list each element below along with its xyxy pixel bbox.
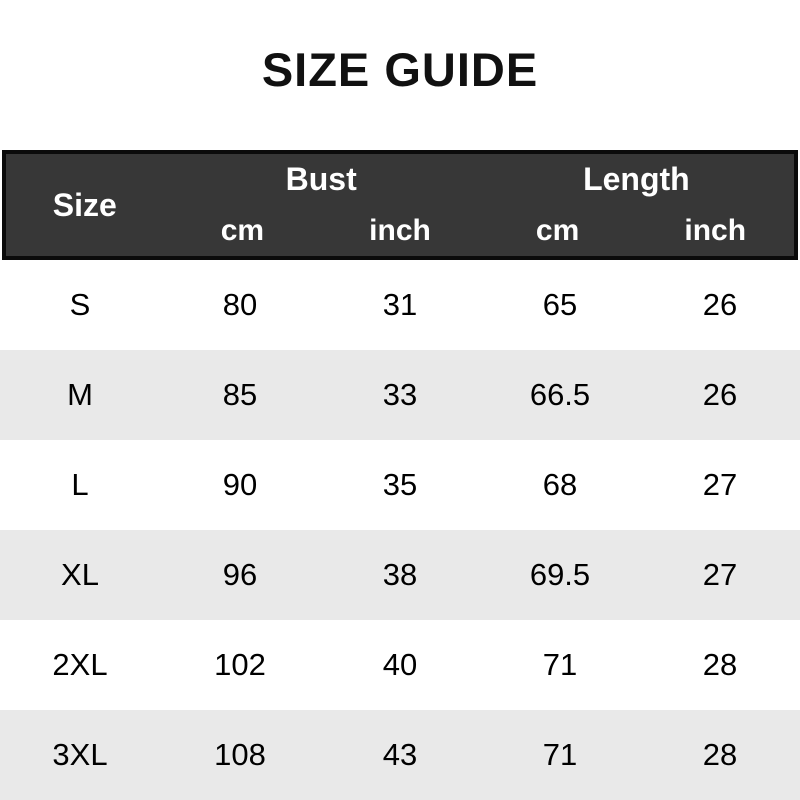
table-row-xl: XL 96 38 69.5 27 (0, 530, 800, 620)
header-bust-inch: inch (369, 213, 431, 247)
cell-bust-inch: 33 (382, 377, 418, 412)
cell-size: S (69, 287, 91, 322)
cell-size: 3XL (52, 737, 108, 772)
table-header: Size Bust Length cm inch cm inch (2, 150, 798, 260)
cell-bust-inch: 43 (382, 737, 418, 772)
cell-length-cm: 66.5 (529, 377, 591, 412)
table-row-s: S 80 31 65 26 (0, 260, 800, 350)
cell-bust-inch: 31 (382, 287, 418, 322)
cell-size: 2XL (52, 647, 108, 682)
header-group-bust: Bust (285, 161, 357, 197)
cell-size: XL (61, 557, 99, 592)
cell-bust-inch: 38 (382, 557, 418, 592)
cell-bust-inch: 35 (382, 467, 418, 502)
cell-length-inch: 26 (702, 287, 738, 322)
cell-length-cm: 68 (542, 467, 578, 502)
page-title: SIZE GUIDE (261, 43, 539, 96)
cell-bust-cm: 80 (222, 287, 258, 322)
cell-bust-cm: 108 (214, 737, 266, 772)
header-length-cm: cm (535, 213, 580, 247)
size-table: Size Bust Length cm inch cm inch S 80 31… (0, 150, 800, 800)
header-length-inch: inch (684, 213, 747, 247)
cell-length-inch: 27 (702, 557, 738, 592)
cell-length-inch: 28 (702, 647, 738, 682)
table-row-m: M 85 33 66.5 26 (0, 350, 800, 440)
cell-length-cm: 65 (542, 287, 578, 322)
header-size: Size (52, 186, 117, 223)
header-group-length: Length (583, 161, 690, 197)
cell-bust-cm: 96 (222, 557, 258, 592)
cell-length-cm: 69.5 (529, 557, 591, 592)
cell-bust-inch: 40 (382, 647, 418, 682)
cell-length-cm: 71 (542, 647, 578, 682)
cell-bust-cm: 90 (222, 467, 258, 502)
cell-bust-cm: 85 (222, 377, 258, 412)
cell-bust-cm: 102 (214, 647, 266, 682)
table-body: S 80 31 65 26 M 85 33 66.5 26 L 90 35 68… (0, 260, 800, 800)
cell-length-inch: 27 (702, 467, 738, 502)
cell-length-inch: 26 (702, 377, 738, 412)
table-row-2xl: 2XL 102 40 71 28 (0, 620, 800, 710)
cell-length-cm: 71 (542, 737, 578, 772)
table-row-l: L 90 35 68 27 (0, 440, 800, 530)
cell-size: M (67, 377, 93, 412)
cell-size: L (71, 467, 89, 502)
cell-length-inch: 28 (702, 737, 738, 772)
header-bust-cm: cm (220, 213, 265, 247)
table-row-3xl: 3XL 108 43 71 28 (0, 710, 800, 800)
